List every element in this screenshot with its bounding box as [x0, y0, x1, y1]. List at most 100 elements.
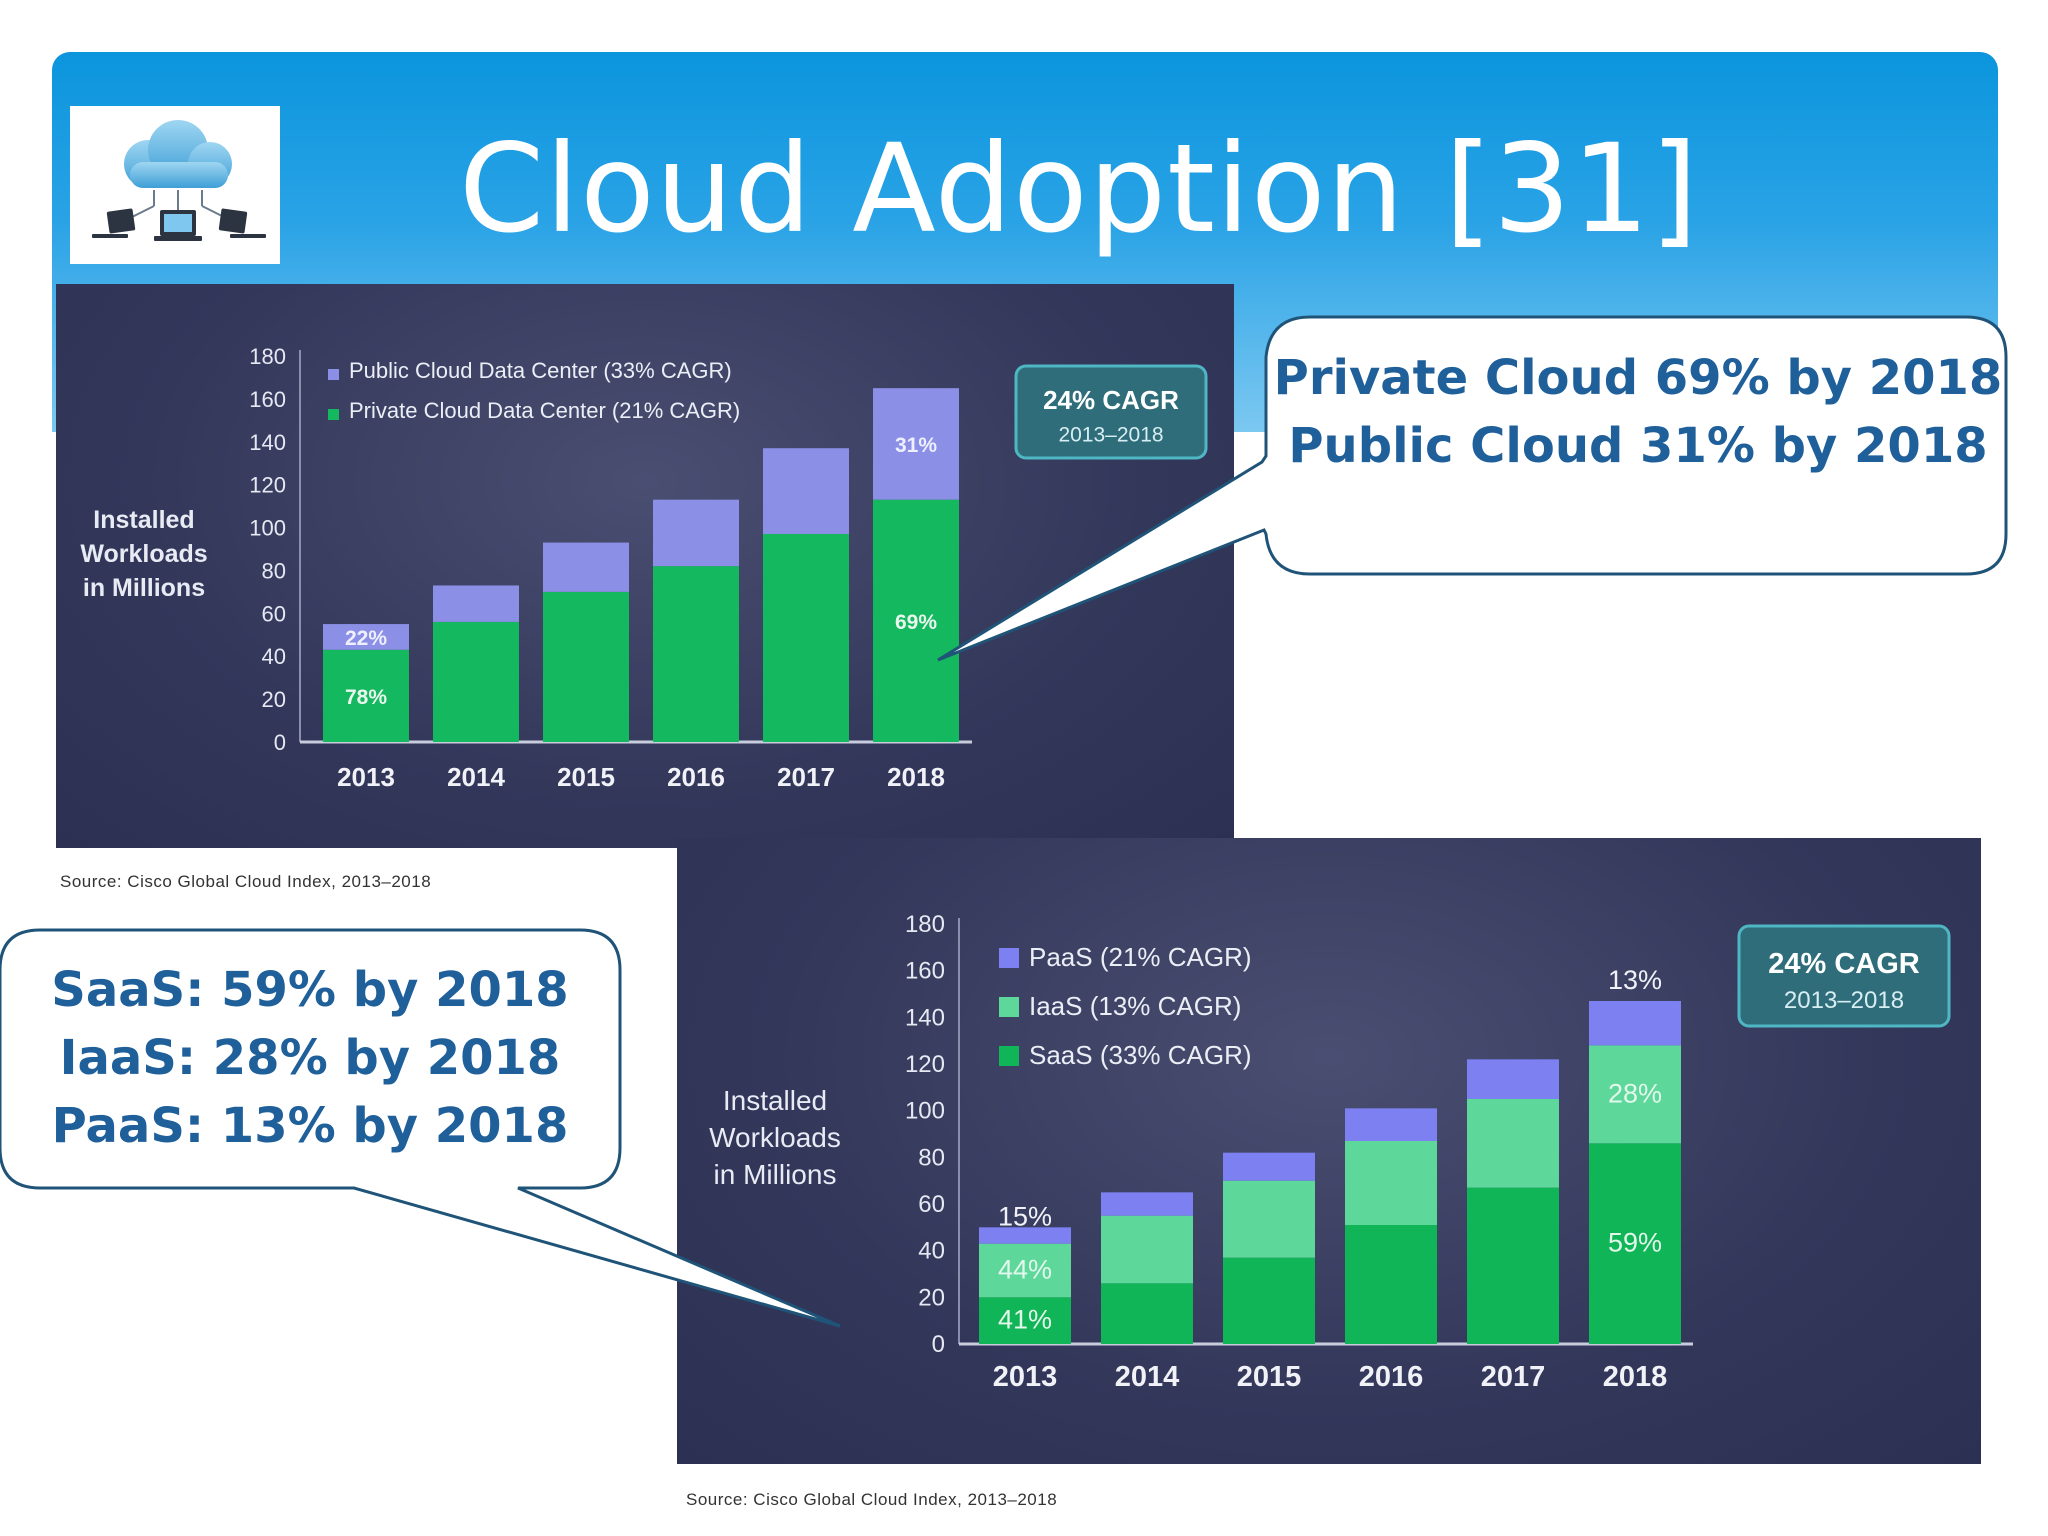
chart-panel-service-models: 0 20 40 60 80 100 120 140 160 180 Installed Workloa… — [677, 838, 1981, 1464]
x-tick-label: 2015 — [557, 762, 615, 792]
bar-segment — [979, 1243, 1071, 1298]
cagr-badge-subtitle: 2013–2018 — [1058, 423, 1163, 446]
segment-percent-label: 44% — [998, 1255, 1052, 1285]
callout-line: IaaS: 28% by 2018 — [59, 1030, 561, 1086]
y-tick-label: 40 — [262, 644, 286, 669]
y-tick-label: 40 — [918, 1238, 945, 1265]
x-tick-label: 2018 — [1603, 1361, 1668, 1393]
bar-segment — [543, 542, 629, 592]
y-tick-label: 120 — [905, 1051, 945, 1078]
stacked-bar-chart-private-public: 0 20 40 60 80 100 120 140 160 180 Installed Workloa… — [80, 344, 1208, 792]
segment-percent-label: 69% — [895, 611, 937, 634]
segment-percent-label: 59% — [1608, 1228, 1662, 1258]
y-tick-label: 160 — [905, 958, 945, 985]
stacked-bar-chart-saas-iaas-paas: 0 20 40 60 80 100 120 140 160 180 Installed Workloa… — [709, 911, 1951, 1393]
callout-service-models: SaaS: 59% by 2018 IaaS: 28% by 2018 PaaS… — [6, 956, 614, 1160]
bar-segment — [1467, 1187, 1559, 1344]
x-tick-label: 2018 — [887, 762, 945, 792]
segment-percent-label: 22% — [345, 627, 387, 650]
legend-swatch — [999, 1046, 1019, 1066]
cagr-badge-title: 24% CAGR — [1043, 385, 1179, 415]
x-tick-label: 2017 — [1481, 1361, 1546, 1393]
segment-percent-label: 15% — [998, 1201, 1052, 1231]
segment-percent-label: 28% — [1608, 1078, 1662, 1108]
legend-swatch — [999, 948, 1019, 968]
bar-segment — [1345, 1141, 1437, 1225]
bar-segment — [1101, 1215, 1193, 1284]
y-tick-label: 80 — [262, 558, 286, 583]
bar-segment — [1589, 1143, 1681, 1344]
y-tick-label: 140 — [249, 430, 286, 455]
bar-segment — [763, 448, 849, 534]
legend-label: Private Cloud Data Center (21% CAGR) — [349, 398, 740, 423]
y-axis-title: Workloads — [709, 1122, 841, 1153]
y-tick-label: 20 — [918, 1284, 945, 1311]
x-tick-label: 2014 — [1115, 1361, 1180, 1393]
y-axis-title: in Millions — [714, 1159, 837, 1190]
legend-swatch — [999, 997, 1019, 1017]
callout-line: Public Cloud 31% by 2018 — [1288, 418, 1988, 474]
legend-label: PaaS (21% CAGR) — [1029, 942, 1252, 972]
y-tick-label: 160 — [249, 387, 286, 412]
bar-segment — [763, 533, 849, 742]
x-tick-label: 2013 — [337, 762, 395, 792]
x-tick-label: 2017 — [777, 762, 835, 792]
bar-segment — [979, 1227, 1071, 1244]
callout-line: PaaS: 13% by 2018 — [51, 1098, 569, 1154]
bar-segment — [1345, 1108, 1437, 1141]
y-tick-label: 60 — [918, 1191, 945, 1218]
bar-segment — [323, 649, 409, 742]
cloud-network-icon — [92, 120, 266, 241]
chart-panel-workloads: 0 20 40 60 80 100 120 140 160 180 Installed Workloa… — [56, 284, 1234, 848]
y-tick-label: 20 — [262, 687, 286, 712]
bar-segment — [1223, 1257, 1315, 1344]
cagr-badge — [1737, 924, 1951, 1028]
y-tick-label: 60 — [262, 601, 286, 626]
callout-line: Private Cloud 69% by 2018 — [1273, 350, 2003, 406]
bar-segment — [1223, 1180, 1315, 1258]
slide-title: Cloud Adoption [31] — [458, 118, 1699, 260]
y-axis-title: in Millions — [83, 574, 205, 602]
bar-segment — [1467, 1099, 1559, 1188]
y-axis-title: Workloads — [80, 540, 207, 568]
logo — [70, 106, 280, 264]
y-tick-label: 0 — [932, 1331, 945, 1358]
x-tick-label: 2014 — [447, 762, 505, 792]
bar-segment — [543, 591, 629, 742]
y-axis-title: Installed — [93, 506, 194, 534]
y-tick-label: 100 — [249, 516, 286, 541]
cagr-badge-subtitle: 2013–2018 — [1784, 987, 1904, 1014]
legend-label: IaaS (13% CAGR) — [1029, 991, 1241, 1021]
callout-private-public: Private Cloud 69% by 2018 Public Cloud 3… — [1268, 344, 2008, 480]
bar-segment — [323, 624, 409, 650]
segment-percent-label: 13% — [1608, 965, 1662, 995]
y-tick-label: 0 — [274, 730, 286, 755]
bar-segment — [1101, 1192, 1193, 1216]
x-tick-label: 2016 — [667, 762, 725, 792]
source-caption: Source: Cisco Global Cloud Index, 2013–2… — [686, 1490, 1058, 1509]
callout-line: SaaS: 59% by 2018 — [51, 962, 569, 1018]
x-tick-label: 2013 — [993, 1361, 1058, 1393]
segment-percent-label: 41% — [998, 1305, 1052, 1335]
legend-swatch — [328, 369, 339, 380]
y-tick-label: 100 — [905, 1098, 945, 1125]
bar-segment — [1589, 1001, 1681, 1046]
bar-segment — [979, 1297, 1071, 1344]
y-tick-label: 180 — [249, 344, 286, 369]
bar-segment — [1589, 1045, 1681, 1144]
y-tick-label: 140 — [905, 1004, 945, 1031]
bar-segment — [653, 566, 739, 742]
y-tick-label: 180 — [905, 911, 945, 938]
y-axis-title: Installed — [723, 1085, 827, 1116]
bar-segment — [1101, 1283, 1193, 1344]
legend-label: SaaS (33% CAGR) — [1029, 1040, 1252, 1070]
source-caption: Source: Cisco Global Cloud Index, 2013–2… — [60, 872, 432, 891]
y-tick-label: 80 — [918, 1144, 945, 1171]
legend-swatch — [328, 409, 339, 420]
bar-segment — [1345, 1225, 1437, 1344]
legend-label: Public Cloud Data Center (33% CAGR) — [349, 358, 732, 383]
y-tick-label: 120 — [249, 473, 286, 498]
bar-segment — [433, 585, 519, 622]
segment-percent-label: 31% — [895, 434, 937, 457]
bar-segment — [1223, 1152, 1315, 1181]
